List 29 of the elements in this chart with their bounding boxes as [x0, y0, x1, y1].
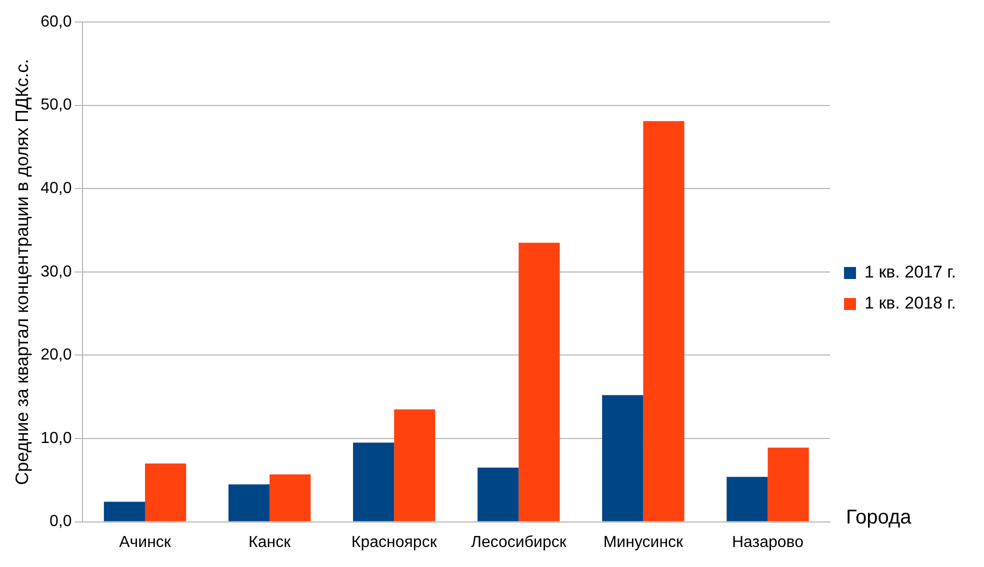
bar [518, 242, 560, 522]
y-axis-title: Средние за квартал концентрации в долях ПДКс.с. [12, 58, 32, 485]
y-tick-label: 10,0 [40, 430, 72, 447]
legend-label: 1 кв. 2018 г. [864, 294, 956, 313]
bar [602, 395, 644, 522]
y-tick-label: 0,0 [49, 513, 72, 530]
bar [478, 468, 519, 522]
x-tick-label: Красноярск [351, 534, 438, 551]
y-tick-label: 40,0 [40, 180, 72, 198]
bar [145, 463, 186, 522]
y-tick-label: 20,0 [40, 346, 72, 364]
bar [228, 484, 270, 522]
bar [643, 121, 684, 522]
bar [726, 476, 768, 522]
bar [768, 448, 809, 522]
legend-label: 1 кв. 2017 г. [864, 262, 956, 282]
x-axis-title: Города [846, 506, 912, 528]
x-tick-label: Лесосибирск [470, 534, 568, 551]
x-tick-label: Ачинск [119, 534, 172, 551]
x-tick-label: Назарово [732, 534, 804, 551]
y-tick-label: 50,0 [40, 96, 72, 114]
bar [104, 502, 146, 522]
x-tick-label: Канск [248, 534, 292, 551]
bar [270, 474, 311, 522]
y-tick-label: 30,0 [40, 263, 72, 280]
bar [394, 409, 436, 522]
y-tick-label: 60,0 [40, 13, 72, 30]
bar [353, 442, 394, 522]
x-tick-label: Минусинск [603, 534, 684, 551]
